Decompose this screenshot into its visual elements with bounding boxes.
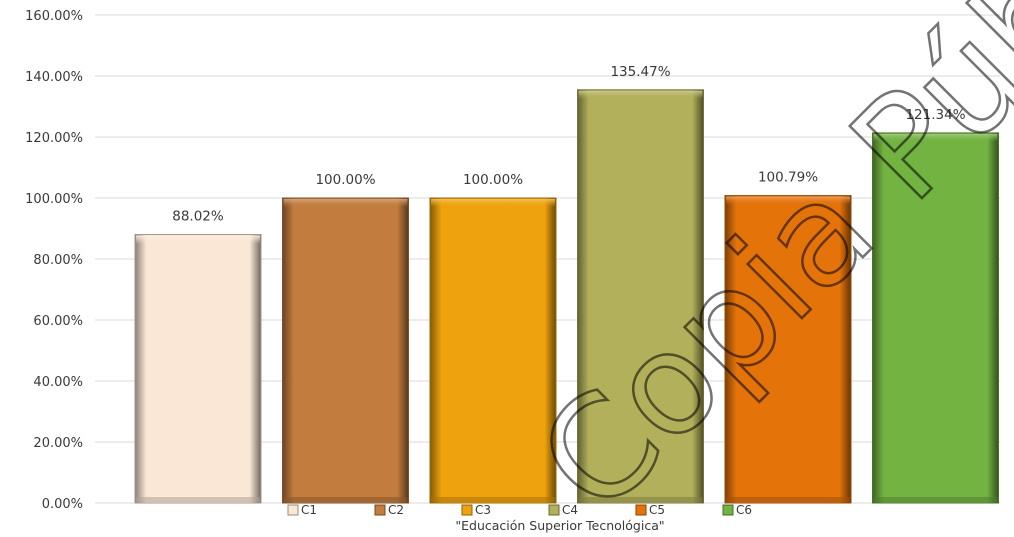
data-label: 135.47% [610,64,670,80]
bar-bevel-bottom [283,497,408,502]
legend-swatch [548,504,560,516]
bar-bevel-top [136,235,260,244]
bar-c3 [429,197,557,504]
y-tick-label: 160.00% [25,9,83,24]
bar-c5 [724,195,852,504]
y-axis-tick-labels: 0.00% 20.00% 40.00% 60.00% 80.00% 100.00% 120.… [25,9,83,512]
x-axis-label: "Educación Superior Tecnológica" [455,518,664,533]
data-labels: 88.02% 100.00% 100.00% 135.47% 100.79% 121.34… [172,64,965,225]
y-tick-label: 140.00% [25,70,83,85]
y-tick-label: 0.00% [42,497,83,512]
bar-bevel-top [726,196,850,205]
y-tick-label: 100.00% [25,192,83,207]
y-tick-label: 20.00% [33,436,83,451]
bar-c6 [872,132,999,504]
legend-label: C6 [736,503,752,517]
bar-c4 [577,89,704,504]
bar-bevel-bottom [726,497,850,502]
legend-swatch [287,504,299,516]
data-label: 100.00% [463,172,523,188]
bar-bevel-top [283,199,408,207]
bar-bevel-bottom [136,497,260,502]
data-label: 100.00% [315,172,375,188]
bar-bevel-bottom [873,497,998,502]
data-label: 100.79% [758,170,818,186]
bar-bevel-bottom [578,497,703,502]
bar-bevel-top [578,90,703,99]
legend-label: C3 [475,503,491,517]
legend-label: C2 [388,503,404,517]
legend: C1 C2 C3 C4 C5 C6 [287,503,752,517]
bar-c2 [282,197,409,504]
data-label: 121.34% [905,107,965,123]
bars [134,89,999,504]
legend-swatch [461,504,473,516]
bar-c1 [134,234,262,504]
legend-label: C1 [301,503,317,517]
y-tick-label: 40.00% [33,375,83,390]
legend-label: C5 [649,503,665,517]
bar-bevel-top [431,199,555,207]
bar-bevel-top [873,133,998,142]
y-tick-label: 120.00% [25,131,83,146]
data-label: 88.02% [172,209,224,225]
legend-swatch [635,504,647,516]
legend-swatch [722,504,734,516]
y-tick-label: 80.00% [33,253,83,268]
legend-label: C4 [562,503,578,517]
y-tick-label: 60.00% [33,314,83,329]
legend-swatch [374,504,386,516]
bar-bevel-bottom [431,497,555,502]
